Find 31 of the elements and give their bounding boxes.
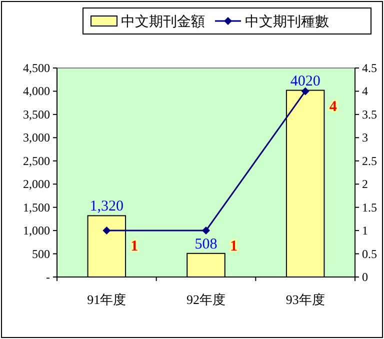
data-label: 4020 [290, 73, 320, 90]
data-label: 1,320 [90, 198, 124, 215]
y2-tick-label: 2.5 [362, 154, 377, 168]
y2-tick-label: 1.5 [362, 200, 377, 214]
y2-tick-label: 0.5 [362, 246, 377, 261]
y-tick-label: 2,500 [23, 154, 50, 168]
y2-tick-label: 4.5 [362, 61, 377, 75]
y-tick-label: 500 [32, 246, 50, 261]
y-tick-label: 1,500 [23, 200, 50, 214]
y-tick-label: 2,000 [23, 177, 50, 192]
x-tick-label: 92年度 [186, 292, 226, 307]
data-label: 1 [230, 238, 238, 255]
y2-tick-label: 3 [362, 130, 368, 145]
legend-label: 中文期刊金額 [121, 14, 205, 30]
y2-tick-label: 3.5 [362, 107, 377, 122]
y-tick-label: 1,000 [23, 224, 50, 238]
y-tick-label: 4,000 [23, 84, 50, 98]
y2-tick-label: 2 [362, 177, 368, 192]
y2-tick-label: 4 [362, 84, 368, 98]
data-label: 4 [329, 99, 338, 116]
x-tick-label: 93年度 [286, 292, 325, 307]
data-label: 508 [194, 236, 218, 252]
y-tick-label: - [46, 270, 50, 284]
legend-label: 中文期刊種數 [245, 14, 329, 30]
y-tick-label: 3,000 [23, 130, 50, 145]
x-tick-label: 91年度 [87, 292, 126, 307]
y2-tick-label: 1 [362, 224, 368, 238]
y2-tick-label: 0 [362, 270, 368, 284]
data-label: 1 [130, 238, 138, 255]
y-tick-label: 4,500 [23, 61, 50, 75]
y-tick-label: 3,500 [23, 107, 50, 122]
